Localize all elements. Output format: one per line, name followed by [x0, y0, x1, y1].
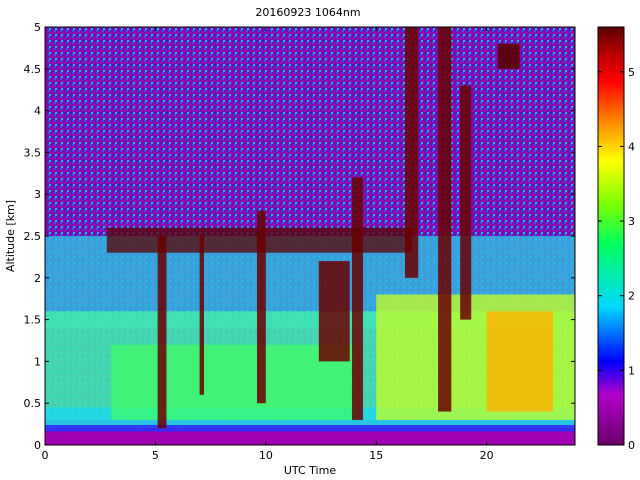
cloud-column [157, 236, 167, 429]
y-axis-label: Altitude [km] [4, 200, 17, 272]
colorbar-tick-label: 4 [628, 140, 635, 153]
x-tick-label: 20 [480, 449, 494, 462]
surface-boundary [45, 424, 575, 432]
y-tick-label: 0 [34, 439, 41, 452]
y-tick-label: 3.5 [24, 146, 42, 159]
chart-title: 20160923 1064nm [255, 6, 360, 19]
y-tick-label: 1.5 [24, 314, 42, 327]
colorbar: 0 1 2 3 4 5 [597, 26, 635, 452]
x-tick-label: 10 [259, 449, 273, 462]
x-tick-label: 5 [152, 449, 159, 462]
y-tick-label: 4.5 [24, 63, 42, 76]
colorbar-tick-label: 0 [628, 439, 635, 452]
x-tick-label: 15 [369, 449, 383, 462]
cloud-column [404, 27, 419, 278]
cloud-column [318, 261, 350, 362]
cloud-column [438, 27, 452, 412]
cloud-column [199, 236, 204, 395]
cloud-column [351, 177, 363, 420]
colorbar-tick-label: 5 [628, 66, 635, 79]
y-tick-label: 0.5 [24, 397, 42, 410]
y-tick-label: 4 [34, 105, 41, 118]
surface-layer [45, 428, 575, 445]
cloud-column [257, 210, 266, 404]
colorbar-tick-label: 1 [628, 364, 635, 377]
high-cloud [497, 43, 520, 69]
y-tick-label: 3 [34, 188, 41, 201]
aerosol-green-zone [111, 344, 355, 420]
x-tick-label: 0 [42, 449, 49, 462]
cloud-column [460, 85, 472, 320]
y-tick-label: 2.5 [24, 230, 42, 243]
colorbar-gradient [597, 26, 625, 446]
colorbar-tick-label: 3 [628, 215, 635, 228]
aerosol-dense-max [486, 311, 553, 412]
y-tick-label: 5 [34, 21, 41, 34]
x-axis-label: UTC Time [284, 464, 336, 477]
colorbar-tick-label: 2 [628, 290, 635, 303]
y-tick-label: 1 [34, 355, 41, 368]
plot-area [44, 26, 576, 446]
y-tick-label: 2 [34, 272, 41, 285]
